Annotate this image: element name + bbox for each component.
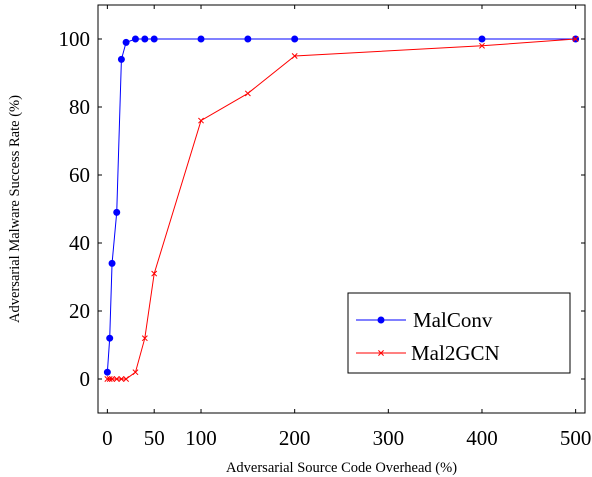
y-tick-label: 20 [69,299,90,323]
legend-marker-point-malconv [377,316,385,324]
y-axis-ticks: 0 20 40 60 80 100 [59,27,585,391]
legend-marker-malconv [377,316,385,324]
series-line-mal2gcn [107,38,576,380]
series-malconv [103,35,580,376]
data-point-mal2gcn [479,42,485,49]
y-tick-label: 80 [69,95,90,119]
x-tick-label: 500 [560,426,592,450]
data-point-malconv [103,368,111,376]
legend-marker-mal2gcn [378,350,384,356]
data-point-malconv [131,35,139,43]
data-point-mal2gcn [132,369,139,376]
legend-label-mal2gcn: Mal2GCN [411,341,500,365]
data-point-mal2gcn [291,53,298,59]
data-point-malconv [244,35,252,43]
x-tick-label: 200 [279,426,311,450]
y-tick-label: 40 [69,231,90,255]
data-point-mal2gcn [106,376,113,382]
data-point-mal2gcn [244,90,251,97]
data-point-mal2gcn [104,376,111,382]
x-axis-ticks: 0 50 100 200 300 400 500 [102,5,591,450]
data-point-mal2gcn [113,376,120,382]
x-tick-label: 100 [185,426,217,450]
data-point-mal2gcn [109,376,116,382]
data-point-malconv [122,38,130,46]
y-axis-label: Adversarial Malware Success Rate (%) [7,95,23,323]
legend-label-malconv: MalConv [413,308,493,332]
plot-frame [97,4,586,414]
series-layer [103,35,580,382]
y-tick-label: 100 [59,27,91,51]
data-point-mal2gcn [151,270,158,277]
data-point-mal2gcn [118,376,125,382]
y-tick-label: 0 [80,367,91,391]
data-point-malconv [197,35,205,43]
data-point-malconv [150,35,158,43]
data-point-malconv [478,35,486,43]
x-tick-label: 50 [144,426,165,450]
x-tick-label: 300 [373,426,405,450]
legend-marker-point-mal2gcn [378,350,384,356]
legend-box [347,292,571,374]
series-line-malconv [106,38,576,373]
x-tick-label: 0 [102,426,113,450]
data-point-malconv [108,259,116,267]
data-point-mal2gcn [198,117,204,124]
x-tick-label: 400 [466,426,498,450]
data-point-mal2gcn [141,335,148,342]
data-point-malconv [117,55,125,63]
data-point-mal2gcn [572,36,579,42]
series-mal2gcn [104,36,579,382]
x-axis-label: Adversarial Source Code Overhead (%) [226,460,457,476]
data-point-mal2gcn [123,376,130,382]
y-tick-label: 60 [69,163,90,187]
data-point-malconv [106,334,114,342]
data-point-malconv [113,208,121,216]
data-point-malconv [141,35,149,43]
data-point-malconv [291,35,299,43]
legend: MalConv Mal2GCN [347,292,571,374]
